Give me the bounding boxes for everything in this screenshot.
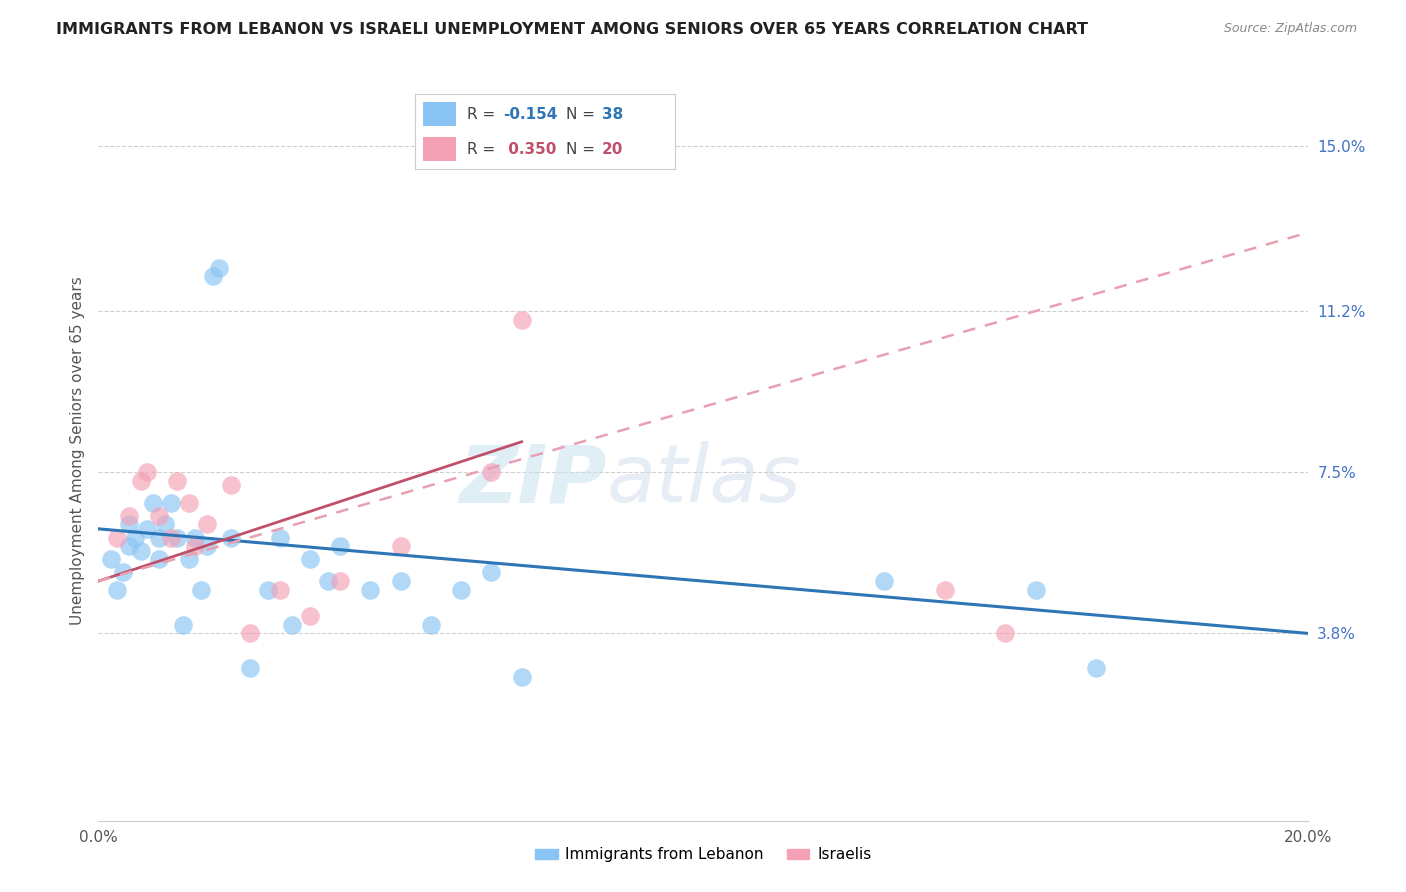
Point bbox=[389, 574, 412, 588]
Bar bbox=[423, 102, 457, 127]
Point bbox=[105, 531, 128, 545]
Point bbox=[420, 617, 443, 632]
Point bbox=[118, 539, 141, 553]
Point bbox=[934, 582, 956, 597]
Point bbox=[148, 508, 170, 523]
Point bbox=[329, 539, 352, 553]
Point bbox=[269, 582, 291, 597]
Point bbox=[124, 531, 146, 545]
Point bbox=[148, 531, 170, 545]
Text: R =: R = bbox=[467, 107, 501, 121]
Text: R =: R = bbox=[467, 142, 501, 156]
Point bbox=[239, 661, 262, 675]
Point bbox=[1024, 582, 1046, 597]
Point bbox=[111, 566, 134, 580]
Text: 20: 20 bbox=[602, 142, 623, 156]
Bar bbox=[423, 136, 457, 161]
Y-axis label: Unemployment Among Seniors over 65 years: Unemployment Among Seniors over 65 years bbox=[69, 277, 84, 624]
Point bbox=[166, 474, 188, 488]
Point bbox=[208, 260, 231, 275]
Point bbox=[172, 617, 194, 632]
Point bbox=[118, 508, 141, 523]
Point bbox=[221, 531, 243, 545]
Point bbox=[148, 552, 170, 566]
Point bbox=[510, 670, 533, 684]
Point bbox=[160, 531, 183, 545]
Point bbox=[360, 582, 382, 597]
Text: IMMIGRANTS FROM LEBANON VS ISRAELI UNEMPLOYMENT AMONG SENIORS OVER 65 YEARS CORR: IMMIGRANTS FROM LEBANON VS ISRAELI UNEMP… bbox=[56, 22, 1088, 37]
Point bbox=[256, 582, 278, 597]
Point bbox=[481, 566, 503, 580]
Text: 0.350: 0.350 bbox=[503, 142, 557, 156]
Text: 38: 38 bbox=[602, 107, 623, 121]
Text: atlas: atlas bbox=[606, 441, 801, 519]
Point bbox=[135, 522, 157, 536]
Point bbox=[195, 517, 218, 532]
Point bbox=[389, 539, 412, 553]
Point bbox=[179, 552, 201, 566]
Point bbox=[100, 552, 122, 566]
Point bbox=[195, 539, 218, 553]
Point bbox=[281, 617, 304, 632]
Text: N =: N = bbox=[565, 142, 599, 156]
Point bbox=[184, 539, 207, 553]
Text: Source: ZipAtlas.com: Source: ZipAtlas.com bbox=[1223, 22, 1357, 36]
Point bbox=[190, 582, 212, 597]
Point bbox=[129, 543, 152, 558]
Point bbox=[269, 531, 291, 545]
Point bbox=[160, 496, 183, 510]
Point bbox=[202, 269, 225, 284]
Point bbox=[450, 582, 472, 597]
Text: ZIP: ZIP bbox=[458, 441, 606, 519]
Point bbox=[994, 626, 1017, 640]
Point bbox=[221, 478, 243, 492]
Text: -0.154: -0.154 bbox=[503, 107, 558, 121]
Point bbox=[142, 496, 165, 510]
Point bbox=[239, 626, 262, 640]
Point bbox=[179, 496, 201, 510]
Point bbox=[105, 582, 128, 597]
Text: N =: N = bbox=[565, 107, 599, 121]
Point bbox=[166, 531, 188, 545]
Point bbox=[129, 474, 152, 488]
Point bbox=[135, 465, 157, 479]
Point bbox=[329, 574, 352, 588]
Point bbox=[1085, 661, 1108, 675]
Point bbox=[299, 552, 322, 566]
Point bbox=[299, 609, 322, 624]
Legend: Immigrants from Lebanon, Israelis: Immigrants from Lebanon, Israelis bbox=[529, 841, 877, 869]
Point bbox=[118, 517, 141, 532]
Point bbox=[153, 517, 176, 532]
Point bbox=[184, 531, 207, 545]
Point bbox=[510, 313, 533, 327]
Point bbox=[481, 465, 503, 479]
Point bbox=[873, 574, 896, 588]
Point bbox=[316, 574, 339, 588]
